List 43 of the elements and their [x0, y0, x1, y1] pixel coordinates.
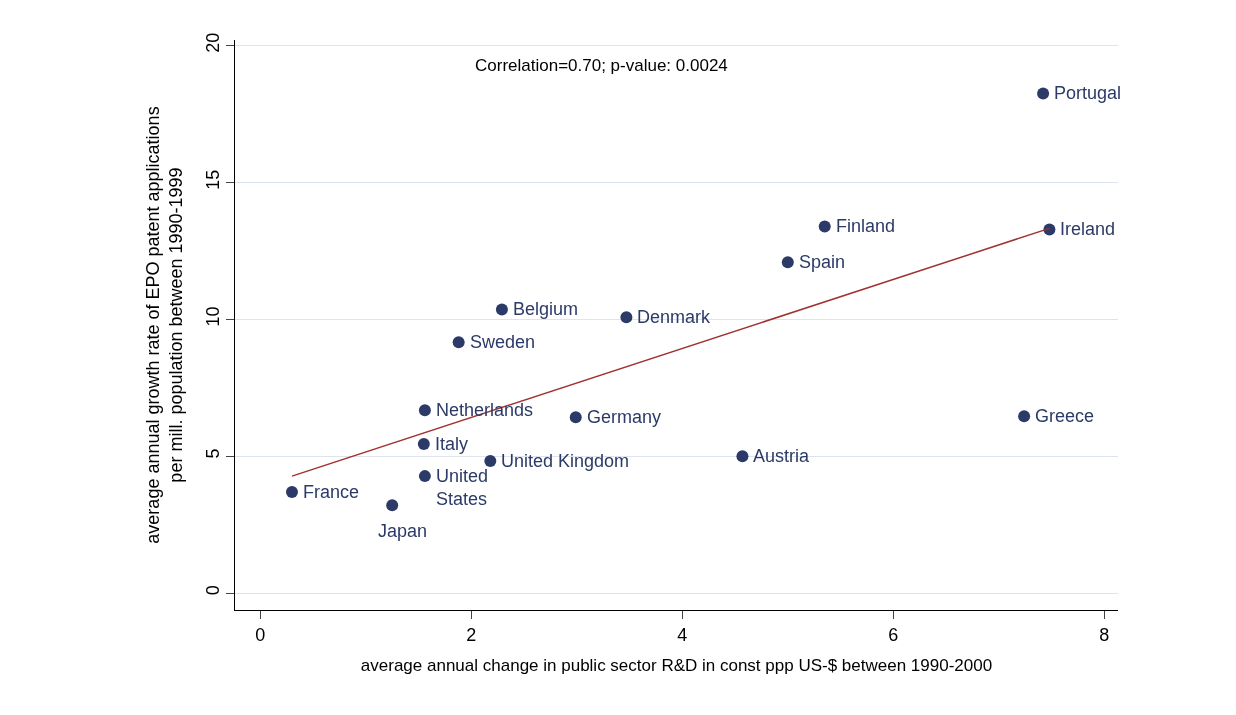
point — [569, 411, 582, 424]
annotation: Correlation=0.70; p-value: 0.0024 — [475, 56, 728, 75]
x-tick-label: 8 — [1099, 624, 1110, 645]
annotation: Finland — [836, 216, 896, 236]
y-tick-label: 5 — [202, 448, 223, 459]
point — [417, 438, 430, 451]
x-tick-label: 0 — [255, 624, 266, 645]
y-tick-label: 10 — [202, 306, 223, 327]
point — [818, 220, 831, 233]
y-tick-label: 0 — [202, 585, 223, 596]
point — [736, 450, 749, 463]
annotation: Belgium — [513, 299, 579, 319]
annotation: Greece — [1035, 406, 1095, 426]
point — [452, 336, 465, 349]
annotation: United States — [436, 466, 489, 510]
annotation: Denmark — [637, 307, 712, 327]
annotation: Portugal — [1054, 83, 1122, 103]
annotation: United Kingdom — [501, 451, 630, 471]
annotation: Ireland — [1060, 219, 1116, 239]
annotation: Japan — [378, 521, 428, 541]
point — [495, 303, 508, 316]
point — [418, 470, 431, 483]
annotation: France — [303, 482, 360, 502]
point — [1018, 410, 1031, 423]
point — [418, 404, 431, 417]
y-axis-title: average annual growth rate of EPO patent applications per mill. population between 1990-1999 — [142, 106, 186, 544]
annotation: Germany — [587, 407, 662, 427]
annotation: Austria — [753, 446, 811, 466]
point — [620, 311, 633, 324]
y-tick-label: 20 — [202, 32, 223, 53]
x-axis-title: average annual change in public sector R&D in const ppp US-$ between 1990-2000 — [360, 656, 993, 675]
point — [484, 455, 497, 468]
point — [1037, 87, 1050, 100]
annotation: Sweden — [470, 332, 536, 352]
point — [386, 499, 399, 512]
annotation: Spain — [799, 252, 846, 272]
point — [781, 256, 794, 269]
x-tick-label: 4 — [677, 624, 688, 645]
annotation: Italy — [435, 434, 469, 454]
x-tick-label: 2 — [466, 624, 477, 645]
y-tick-label: 15 — [202, 169, 223, 190]
x-tick-label: 6 — [888, 624, 899, 645]
point — [285, 486, 298, 498]
